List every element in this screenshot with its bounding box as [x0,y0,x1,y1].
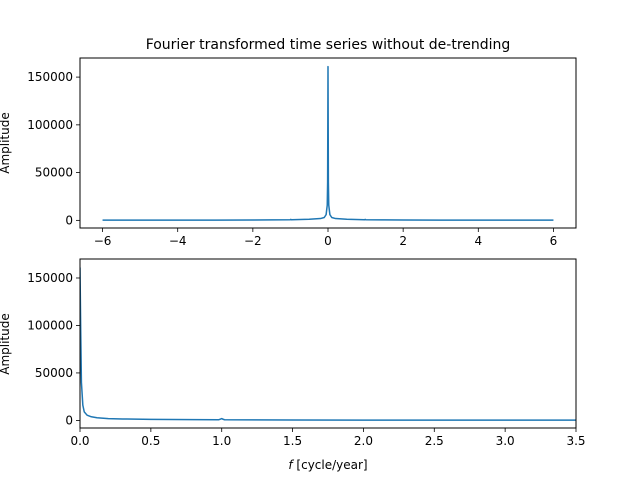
bottom-x-tick-label: 0.5 [141,434,160,448]
bottom-y-axis: 0 50000 100000 150000 [27,271,80,427]
top-x-axis: −6 −4 −2 0 2 4 6 [94,228,558,248]
bottom-x-tick-label: 1.0 [212,434,231,448]
top-y-tick-label: 100000 [27,118,73,132]
bottom-axes-frame [79,258,577,429]
bottom-x-axis: 0.0 0.5 1.0 1.5 2.0 2.5 3.0 3.5 [70,428,586,448]
bottom-x-tick-label: 0.0 [70,434,89,448]
bottom-y-tick-label: 50000 [35,366,73,380]
bottom-x-tick-label: 2.5 [425,434,444,448]
top-x-tick-label: 6 [550,234,558,248]
top-x-tick-label: −2 [244,234,262,248]
bottom-plot-area [80,267,576,421]
bottom-x-tick-label: 3.5 [566,434,585,448]
top-panel: Fourier transformed time series without … [0,37,577,248]
top-series-line-0 [102,65,554,221]
bottom-x-tick-label: 3.0 [496,434,515,448]
top-chart-title: Fourier transformed time series without … [146,37,511,53]
top-y-tick-label: 50000 [35,166,73,180]
bottom-y-tick-label: 100000 [27,318,73,332]
bottom-y-tick-label: 0 [65,413,73,427]
bottom-panel: 0.0 0.5 1.0 1.5 2.0 2.5 3.0 3.5 0 50000 100000 150… [0,258,586,472]
bottom-x-axis-label: f [cycle/year] [288,458,367,472]
top-y-axis-label: Amplitude [0,112,12,174]
bottom-series-line-0 [80,267,576,421]
bottom-x-axis-label-italic: f [288,458,294,472]
top-x-tick-label: 2 [399,234,407,248]
bottom-x-axis-label-rest: [cycle/year] [293,458,368,472]
bottom-y-tick-label: 150000 [27,271,73,285]
bottom-x-tick-label: 1.5 [283,434,302,448]
top-y-tick-label: 150000 [27,70,73,84]
bottom-x-tick-label: 2.0 [354,434,373,448]
top-x-tick-label: 4 [474,234,482,248]
top-x-tick-label: −6 [94,234,112,248]
top-y-tick-label: 0 [65,213,73,227]
top-plot-area [102,65,554,221]
top-y-axis: 0 50000 100000 150000 [27,70,80,227]
top-x-tick-label: 0 [324,234,332,248]
bottom-y-axis-label: Amplitude [0,313,12,375]
top-x-tick-label: −4 [169,234,187,248]
